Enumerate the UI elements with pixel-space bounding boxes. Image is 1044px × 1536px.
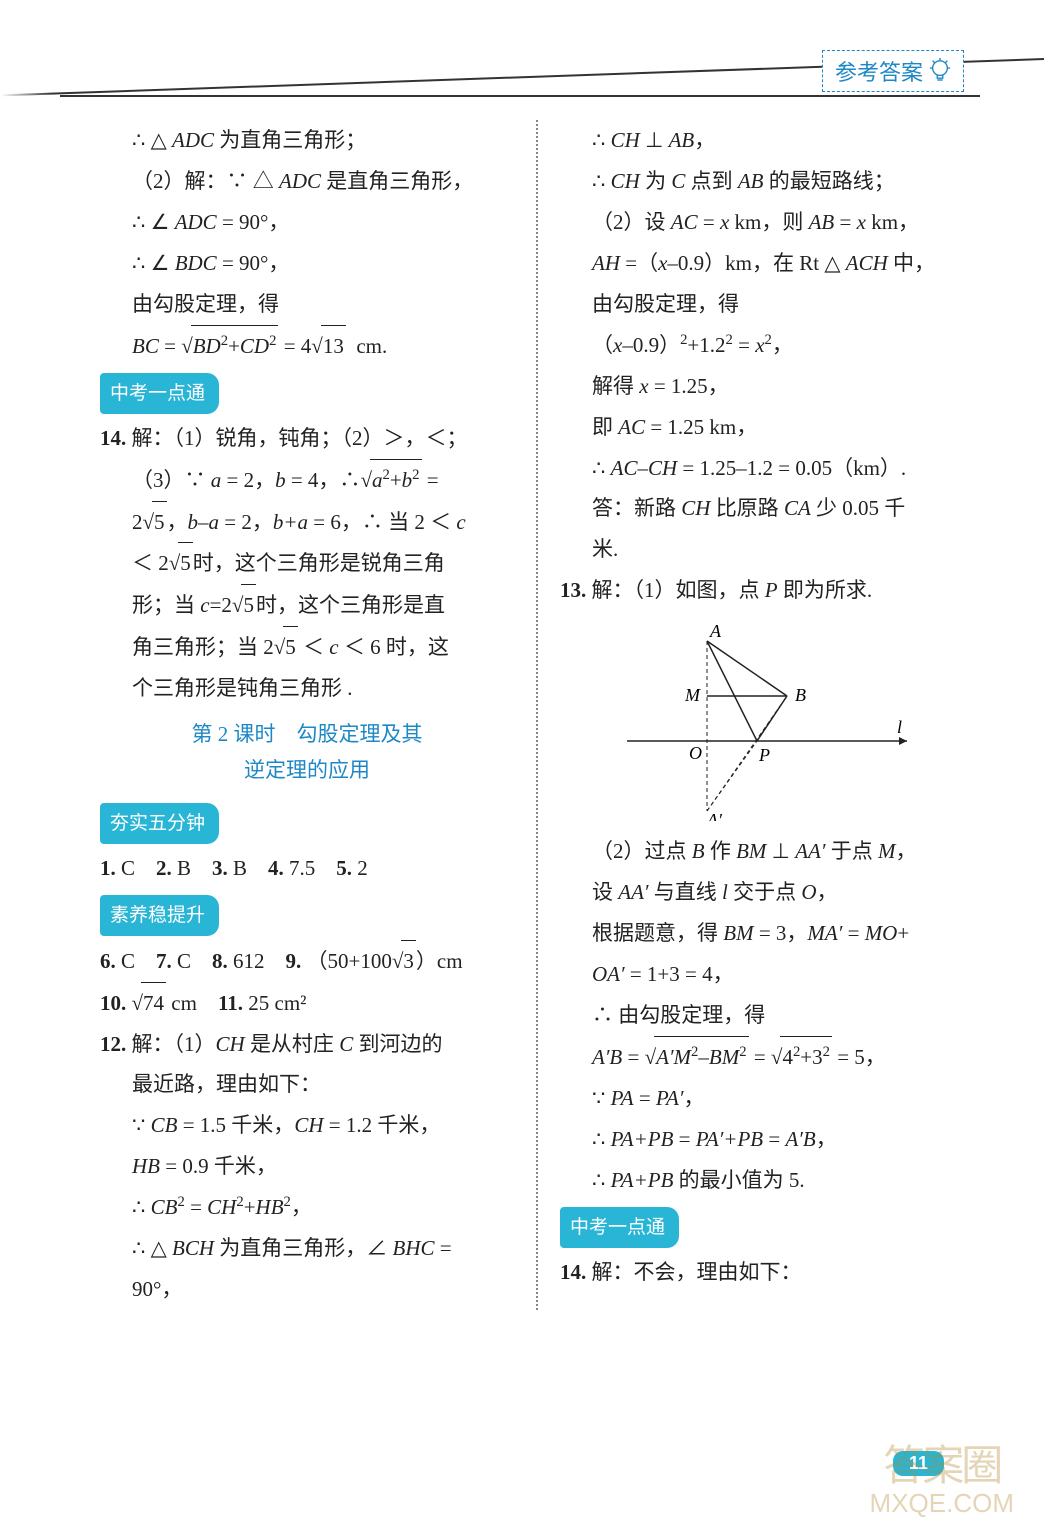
section-tag: 中考一点通 — [560, 1207, 679, 1248]
watermark: 答案圈 MXQE.COM — [870, 1443, 1014, 1518]
text-line: ∴ CH ⊥ AB， — [560, 120, 974, 161]
question-13: 13. 解：（1）如图，点 P 即为所求. — [560, 570, 974, 611]
text-line: ∴ ∠ ADC = 90°， — [100, 202, 514, 243]
label-Aprime: A′ — [706, 810, 723, 821]
section-tag: 素养稳提升 — [100, 895, 219, 936]
answer-row: 6. C 7. C 8. 612 9. （50+1003）cm — [100, 940, 514, 982]
answer-row: 1. C 2. B 3. B 4. 7.5 5. 2 — [100, 848, 514, 889]
text-line: 由勾股定理，得 — [560, 284, 974, 325]
label-M: M — [684, 685, 701, 705]
text-line: （2）解：∵ △ ADC 是直角三角形， — [100, 161, 514, 202]
page-header: 参考答案 — [0, 0, 1044, 100]
text-line: 由勾股定理，得 — [100, 284, 514, 325]
text-line: 最近路，理由如下： — [100, 1064, 514, 1105]
text-line: （2）设 AC = x km，则 AB = x km， — [560, 202, 974, 243]
text-line: ∴ PA+PB 的最小值为 5. — [560, 1160, 974, 1201]
left-column: ∴ △ ADC 为直角三角形； （2）解：∵ △ ADC 是直角三角形， ∴ ∠… — [100, 120, 534, 1310]
header-rule-bottom — [60, 95, 980, 97]
question-12: 12. 解：（1）CH 是从村庄 C 到河边的 — [100, 1024, 514, 1065]
content-area: ∴ △ ADC 为直角三角形； （2）解：∵ △ ADC 是直角三角形， ∴ ∠… — [0, 100, 1044, 1310]
text-line: ∴ 由勾股定理，得 — [560, 995, 974, 1036]
text-line: HB = 0.9 千米， — [100, 1146, 514, 1187]
label-O: O — [689, 743, 702, 763]
text-line: 25，b–a = 2，b+a = 6，∴ 当 2 ＜ c — [100, 501, 514, 543]
label-A: A — [709, 621, 722, 641]
question-14: 14. 解：不会，理由如下： — [560, 1252, 974, 1293]
question-14: 14. 解：（1）锐角，钝角；（2）＞，＜； — [100, 418, 514, 459]
label-P: P — [758, 745, 770, 765]
text-line: （2）过点 B 作 BM ⊥ AA′ 于点 M， — [560, 831, 974, 872]
section-tag: 中考一点通 — [100, 373, 219, 414]
text-line: ∴ PA+PB = PA′+PB = A′B， — [560, 1119, 974, 1160]
text-line: 个三角形是钝角三角形 . — [100, 668, 514, 709]
text-line: ∵ CB = 1.5 千米，CH = 1.2 千米， — [100, 1105, 514, 1146]
answer-key-badge: 参考答案 — [822, 50, 964, 92]
badge-label: 参考答案 — [835, 55, 923, 87]
equation: （x–0.9）2+1.22 = x2， — [560, 325, 974, 366]
section-tag: 夯实五分钟 — [100, 803, 219, 844]
lightbulb-icon — [929, 58, 951, 84]
text-line: ∴ CB2 = CH2+HB2， — [100, 1187, 514, 1228]
text-line: ∴ △ ADC 为直角三角形； — [100, 120, 514, 161]
label-B: B — [795, 685, 806, 705]
text-line: 设 AA′ 与直线 l 交于点 O， — [560, 872, 974, 913]
text-line: 答：新路 CH 比原路 CA 少 0.05 千 — [560, 488, 974, 529]
text-line: ∴ CH 为 C 点到 AB 的最短路线； — [560, 161, 974, 202]
right-column: ∴ CH ⊥ AB， ∴ CH 为 C 点到 AB 的最短路线； （2）设 AC… — [540, 120, 974, 1310]
text-line: （3）∵ a = 2，b = 4，∴a2+b2 = — [100, 459, 514, 501]
text-line: ＜ 25时，这个三角形是锐角三角 — [100, 542, 514, 584]
text-line: ∴ AC–CH = 1.25–1.2 = 0.05（km）. — [560, 448, 974, 489]
equation: A′B = A′M2–BM2 = 42+32 = 5， — [560, 1036, 974, 1078]
text-line: 米. — [560, 529, 974, 570]
text-line: AH =（x–0.9）km，在 Rt △ ACH 中， — [560, 243, 974, 284]
label-l: l — [897, 717, 902, 737]
text-line: 解得 x = 1.25， — [560, 366, 974, 407]
text-line: ∵ PA = PA′， — [560, 1078, 974, 1119]
text-line: OA′ = 1+3 = 4， — [560, 954, 974, 995]
geometry-diagram: A M B O P l A′ — [607, 621, 927, 821]
text-line: ∴ △ BCH 为直角三角形，∠ BHC = — [100, 1228, 514, 1269]
text-line: 角三角形；当 25 ＜ c ＜ 6 时，这 — [100, 626, 514, 668]
answer-row: 10. 74 cm 11. 25 cm² — [100, 982, 514, 1024]
column-divider — [536, 120, 538, 1310]
text-line: 根据题意，得 BM = 3，MA′ = MO+ — [560, 913, 974, 954]
equation: BC = BD2+CD2 = 413 cm. — [100, 325, 514, 367]
text-line: 形；当 c=25时，这个三角形是直 — [100, 584, 514, 626]
lesson-title: 第 2 课时 勾股定理及其 逆定理的应用 — [100, 717, 514, 788]
text-line: ∴ ∠ BDC = 90°， — [100, 243, 514, 284]
text-line: 90°， — [100, 1269, 514, 1310]
text-line: 即 AC = 1.25 km， — [560, 407, 974, 448]
